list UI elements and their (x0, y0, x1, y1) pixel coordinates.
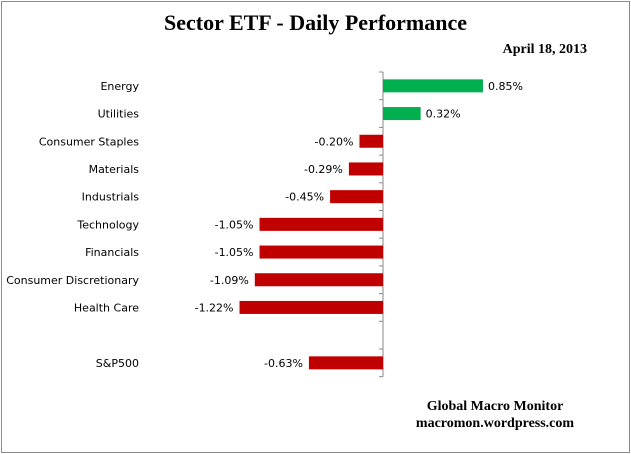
data-label: 0.32% (426, 108, 461, 121)
data-label: -1.05% (215, 246, 254, 259)
category-label: Utilities (98, 108, 140, 121)
data-label: -1.09% (210, 274, 249, 287)
category-label: Financials (85, 246, 139, 259)
category-label: Technology (76, 218, 139, 231)
category-label: S&P500 (96, 357, 139, 370)
category-label: Health Care (74, 301, 139, 314)
category-label: Consumer Staples (39, 135, 139, 148)
bar (330, 190, 383, 204)
bar (383, 79, 483, 93)
data-label: -0.45% (285, 191, 324, 204)
category-label: Industrials (82, 191, 140, 204)
data-label: -0.29% (304, 163, 343, 176)
data-label: -1.22% (195, 301, 234, 314)
bar (308, 356, 383, 370)
bar (259, 245, 383, 259)
credit-name: Global Macro Monitor (426, 399, 564, 414)
category-label: Consumer Discretionary (6, 274, 139, 287)
category-label: Materials (89, 163, 140, 176)
bar (359, 134, 383, 148)
chart-date: April 18, 2013 (502, 42, 587, 57)
data-label: -0.20% (315, 135, 354, 148)
chart-title: Sector ETF - Daily Performance (163, 10, 467, 35)
category-label: Energy (100, 80, 139, 93)
credit-url: macromon.wordpress.com (415, 416, 575, 431)
bar (383, 107, 421, 121)
data-label: -0.63% (264, 357, 303, 370)
bar (259, 217, 383, 231)
bar (348, 162, 383, 176)
data-label: 0.85% (488, 80, 523, 93)
bar (239, 300, 383, 314)
bar (254, 273, 383, 287)
data-label: -1.05% (215, 218, 254, 231)
